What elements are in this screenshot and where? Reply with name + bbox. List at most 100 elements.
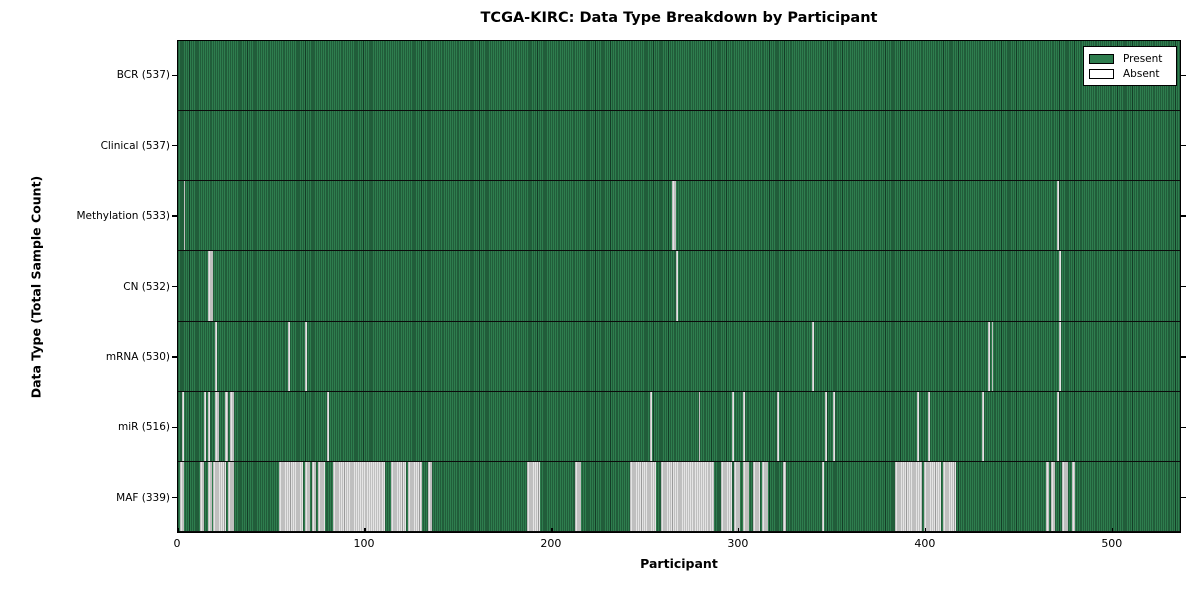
x-tick-mark <box>177 527 179 532</box>
absent-stripe <box>821 461 824 531</box>
absent-stripe <box>317 461 326 531</box>
y-tick-mark-right <box>1181 426 1186 428</box>
absent-stripe <box>762 461 768 531</box>
absent-stripe <box>1071 461 1076 531</box>
y-tick-label-maf: MAF (339) <box>116 491 170 504</box>
absent-stripe <box>1056 181 1059 251</box>
absent-stripe <box>200 461 205 531</box>
absent-stripe <box>1062 461 1069 531</box>
absent-stripe <box>207 251 214 321</box>
x-tick-mark <box>925 527 927 532</box>
chart-title: TCGA-KIRC: Data Type Breakdown by Partic… <box>480 10 878 26</box>
x-axis-label: Participant <box>640 556 718 571</box>
row-mrna <box>178 321 1180 392</box>
absent-stripe <box>661 461 714 531</box>
legend-label: Absent <box>1123 67 1160 80</box>
absent-stripe <box>743 391 746 461</box>
y-tick-label-methylation: Methylation (533) <box>76 210 170 223</box>
absent-stripe <box>743 461 749 531</box>
absent-stripe <box>1058 321 1061 391</box>
absent-stripe <box>943 461 957 531</box>
absent-stripe <box>676 251 679 321</box>
y-tick-mark-left <box>172 497 177 499</box>
y-tick-mark-left <box>172 285 177 288</box>
x-tick-label: 200 <box>540 537 562 550</box>
absent-stripe <box>204 391 206 461</box>
y-tick-label-clinical: Clinical (537) <box>100 139 170 152</box>
row-clinical <box>178 111 1180 182</box>
absent-stripe <box>832 391 835 461</box>
y-tick-mark-left <box>172 145 177 147</box>
absent-stripe <box>304 321 307 391</box>
absent-stripe <box>991 321 994 391</box>
x-tick-mark <box>1112 527 1114 532</box>
x-tick-label: 400 <box>914 537 936 550</box>
legend: Present Absent <box>1083 46 1177 86</box>
absent-stripe <box>734 461 740 531</box>
y-tick-label-mrna: mRNA (530) <box>105 350 170 363</box>
absent-stripe <box>183 181 186 251</box>
absent-stripe <box>1045 461 1050 531</box>
absent-stripe <box>207 391 210 461</box>
x-tick-mark <box>364 527 366 532</box>
row-methylation <box>178 181 1180 252</box>
absent-stripe <box>732 391 735 461</box>
y-tick-label-mir: miR (516) <box>117 421 170 434</box>
absent-stripe <box>672 181 677 251</box>
absent-stripe <box>982 391 985 461</box>
y-tick-mark-right <box>1181 74 1186 76</box>
y-tick-mark-left <box>172 215 177 217</box>
absent-stripe <box>215 391 220 461</box>
y-tick-mark-right <box>1181 215 1186 217</box>
absent-stripe <box>390 461 406 531</box>
absent-stripe <box>987 321 990 391</box>
x-tick-mark <box>738 527 740 532</box>
absent-stripe <box>207 461 212 531</box>
absent-stripe <box>230 391 234 461</box>
x-tick-label: 0 <box>173 537 181 550</box>
y-tick-mark-left <box>172 426 177 428</box>
absent-stripe <box>228 461 234 531</box>
legend-label: Present <box>1123 52 1163 65</box>
absent-stripe <box>181 391 184 461</box>
absent-stripe <box>312 461 317 531</box>
absent-stripe <box>288 321 290 391</box>
x-tick-label: 300 <box>727 537 749 550</box>
y-tick-mark-right <box>1181 497 1186 499</box>
row-cn <box>178 251 1180 322</box>
absent-stripe <box>629 461 656 531</box>
absent-stripe <box>720 461 733 531</box>
absent-stripe <box>782 461 787 531</box>
x-tick-mark <box>551 527 553 532</box>
absent-stripe <box>179 461 184 531</box>
y-tick-mark-right <box>1181 285 1186 288</box>
absent-stripe <box>332 461 386 531</box>
row-bcr <box>178 41 1180 112</box>
absent-stripe <box>698 391 701 461</box>
absent-stripe <box>213 461 227 531</box>
y-tick-mark-right <box>1181 145 1186 147</box>
absent-stripe <box>304 461 311 531</box>
absent-stripe <box>1051 461 1055 531</box>
absent-stripe <box>776 391 779 461</box>
absent-stripe <box>650 391 652 461</box>
y-tick-mark-right <box>1181 356 1186 358</box>
row-maf <box>178 461 1180 532</box>
y-tick-mark-left <box>172 74 177 76</box>
x-tick-label: 500 <box>1101 537 1123 550</box>
absent-stripe <box>928 391 930 461</box>
y-tick-label-cn: CN (532) <box>123 280 170 293</box>
absent-stripe <box>278 461 303 531</box>
absent-stripe <box>428 461 432 531</box>
absent-stripe <box>407 461 423 531</box>
absent-stripe <box>924 461 942 531</box>
legend-item-absent: Absent <box>1089 66 1170 81</box>
absent-stripe <box>752 461 761 531</box>
absent-stripe <box>526 461 540 531</box>
absent-stripe <box>575 461 582 531</box>
y-tick-label-bcr: BCR (537) <box>116 69 170 82</box>
legend-swatch-present <box>1089 53 1114 64</box>
y-tick-mark-left <box>172 356 177 358</box>
absent-stripe <box>894 461 923 531</box>
